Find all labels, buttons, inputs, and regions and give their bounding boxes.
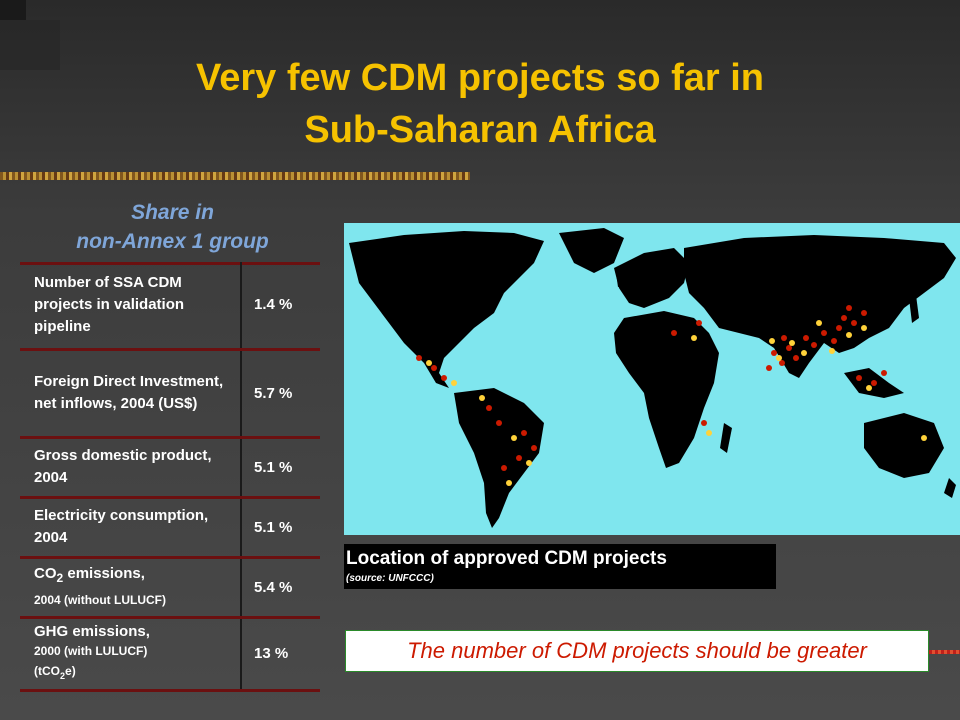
world-map-svg bbox=[349, 228, 956, 528]
row-label-unit: (tCO bbox=[34, 663, 60, 678]
note-accent-line bbox=[929, 650, 960, 654]
title-divider bbox=[0, 172, 470, 180]
table-row: Gross domestic product, 2004 5.1 % bbox=[20, 437, 320, 499]
row-value: 5.1 % bbox=[241, 497, 320, 559]
row-value: 5.7 % bbox=[241, 349, 320, 439]
uk bbox=[616, 271, 626, 287]
red-markers bbox=[416, 305, 887, 471]
row-label-small: 2000 (with LULUCF) bbox=[34, 643, 148, 658]
table-row: Foreign Direct Investment, net inflows, … bbox=[20, 349, 320, 439]
row-value: 1.4 % bbox=[241, 262, 320, 351]
map-caption-source: (source: UNFCCC) bbox=[346, 573, 434, 584]
table-row: CO2 emissions, 2004 (without LULUCF) 5.4… bbox=[20, 557, 320, 619]
slide-title-line1: Very few CDM projects so far in bbox=[195, 57, 765, 99]
map-caption: Location of approved CDM projects (sourc… bbox=[344, 544, 776, 589]
row-label: Foreign Direct Investment, net inflows, … bbox=[20, 349, 242, 439]
row-label: Electricity consumption, 2004 bbox=[20, 497, 242, 559]
row-label: Gross domestic product, 2004 bbox=[20, 437, 242, 499]
share-heading-line2: non-Annex 1 group bbox=[76, 230, 269, 253]
row-value: 5.4 % bbox=[241, 557, 320, 619]
map-caption-title: Location of approved CDM projects bbox=[346, 548, 667, 569]
table-row: Number of SSA CDM projects in validation… bbox=[20, 262, 320, 351]
asia bbox=[684, 235, 956, 378]
row-label-rest: emissions, bbox=[63, 565, 145, 582]
world-map bbox=[344, 223, 960, 535]
yellow-markers bbox=[426, 320, 927, 486]
madagascar bbox=[720, 423, 732, 453]
north-america bbox=[349, 231, 544, 388]
slide-title-line2: Sub-Saharan Africa bbox=[304, 109, 656, 151]
australia bbox=[864, 413, 944, 478]
row-label: Number of SSA CDM projects in validation… bbox=[20, 262, 242, 351]
share-table: Number of SSA CDM projects in validation… bbox=[20, 262, 320, 692]
table-row: GHG emissions, 2000 (with LULUCF) (tCO2e… bbox=[20, 617, 320, 692]
europe bbox=[614, 248, 689, 308]
corner-block bbox=[0, 0, 26, 20]
share-heading-line1: Share in bbox=[131, 201, 214, 224]
share-heading: Share in non-Annex 1 group bbox=[30, 198, 315, 256]
south-america bbox=[454, 388, 544, 528]
corner-shadow bbox=[0, 20, 60, 70]
row-label-sub: 2 bbox=[56, 571, 64, 585]
row-label-main: CO bbox=[34, 565, 57, 582]
row-label: GHG emissions, 2000 (with LULUCF) (tCO2e… bbox=[20, 617, 242, 692]
project-markers bbox=[416, 305, 927, 486]
row-label-unit-end: e) bbox=[65, 663, 76, 678]
new-zealand bbox=[944, 478, 956, 498]
table-row: Electricity consumption, 2004 5.1 % bbox=[20, 497, 320, 559]
row-label-small: 2004 (without LULUCF) bbox=[34, 593, 166, 607]
greenland bbox=[559, 228, 624, 273]
row-value: 5.1 % bbox=[241, 437, 320, 499]
landmasses bbox=[349, 228, 956, 528]
africa bbox=[614, 311, 719, 468]
row-value: 13 % bbox=[241, 617, 320, 692]
japan bbox=[909, 295, 919, 323]
row-label-unit-sub: 2 bbox=[60, 670, 66, 681]
conclusion-note: The number of CDM projects should be gre… bbox=[345, 630, 929, 672]
row-label-main: GHG emissions, bbox=[34, 622, 150, 640]
row-label: CO2 emissions, 2004 (without LULUCF) bbox=[20, 557, 242, 619]
